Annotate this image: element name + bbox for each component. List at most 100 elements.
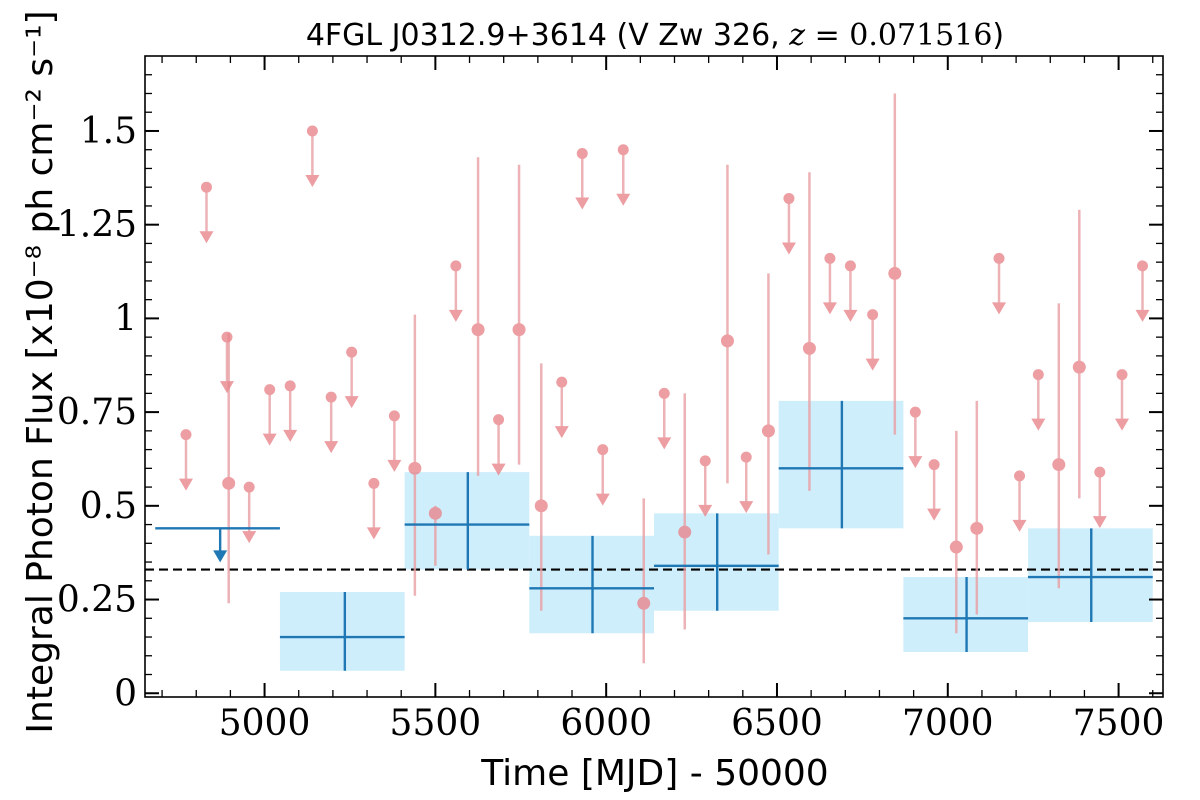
upper-limit-arrow <box>865 358 880 371</box>
long-bin-ul-arrow <box>213 550 228 563</box>
upper-limit-group <box>595 444 610 506</box>
long-bin <box>279 592 405 671</box>
upper-limit-point <box>1094 466 1106 478</box>
detection-point <box>1052 458 1066 472</box>
upper-limit-arrow <box>616 193 631 206</box>
detection-point <box>222 476 236 490</box>
detection-point <box>512 323 526 337</box>
upper-limit-point <box>844 260 856 272</box>
detection-point-group <box>408 314 422 596</box>
upper-limit-point <box>493 414 505 426</box>
upper-limit-arrow <box>344 396 359 409</box>
upper-limit-point <box>699 455 711 467</box>
upper-limit-arrow <box>1031 418 1046 431</box>
y-axis-label: Integral Photon Flux [x10⁻⁸ ph cm⁻² s⁻¹] <box>20 10 61 733</box>
upper-limit-group <box>843 260 858 322</box>
y-tick-label: 1 <box>114 298 137 339</box>
detection-point-group <box>678 393 692 630</box>
upper-limit-group <box>616 144 631 206</box>
upper-limit-point <box>306 125 318 137</box>
upper-limit-group <box>283 380 298 442</box>
upper-limit-point <box>368 477 380 489</box>
upper-limit-group <box>262 384 277 446</box>
upper-limit-arrow <box>657 437 672 450</box>
upper-limit-point <box>576 147 588 159</box>
upper-limit-point <box>909 406 921 418</box>
upper-limit-group <box>781 192 796 255</box>
detection-point <box>534 499 548 513</box>
upper-limit-group <box>178 429 193 491</box>
detection-point <box>949 540 963 554</box>
upper-limit-point <box>824 252 836 264</box>
upper-limit-arrow <box>927 508 942 521</box>
upper-limit-group <box>992 252 1007 315</box>
detection-point <box>802 341 816 355</box>
upper-limit-group <box>1031 369 1046 431</box>
upper-limit-group <box>739 451 754 514</box>
upper-limit-point <box>1014 470 1026 482</box>
detection-point <box>888 266 902 280</box>
x-tick-label: 7000 <box>902 703 994 744</box>
upper-limit-group <box>219 331 234 394</box>
upper-limit-arrow <box>554 426 569 439</box>
upper-limit-arrow <box>178 478 193 491</box>
detection-point <box>1072 360 1086 374</box>
chart-title: 4FGL J0312.9+3614 (V Zw 326, z = 0.07151… <box>306 18 1004 53</box>
upper-limit-group <box>657 387 672 450</box>
upper-limit-group <box>1012 470 1027 532</box>
upper-limit-group <box>575 147 590 210</box>
upper-limit-arrow <box>1012 519 1027 532</box>
axes: 5000 5500 6000 6500 7000 7500 0 0.25 0.5 0.75 1 1.2… <box>57 55 1165 744</box>
upper-limit-group <box>324 391 339 454</box>
detection-point-group <box>428 505 442 566</box>
upper-limit-point <box>993 252 1005 264</box>
upper-limit-group <box>865 309 880 371</box>
upper-limit-point <box>867 309 879 321</box>
upper-limit-group <box>1115 369 1130 431</box>
upper-limit-point <box>284 380 296 392</box>
detection-point-group <box>512 164 526 465</box>
upper-limit-point <box>740 451 752 463</box>
upper-limit-arrow <box>491 463 506 476</box>
long-bin <box>404 472 530 570</box>
upper-limit-arrow <box>1135 309 1150 322</box>
upper-limit-arrow <box>992 302 1007 315</box>
detection-point-group <box>720 164 734 484</box>
long-bin <box>1028 528 1153 623</box>
upper-limit-point <box>450 260 462 272</box>
upper-limit-point <box>617 144 629 156</box>
short-bin-series <box>178 93 1150 664</box>
y-tick-label: 0.75 <box>57 392 137 433</box>
upper-limit-group <box>366 477 381 540</box>
upper-limit-arrow <box>324 441 339 454</box>
x-axis-label: Time [MJD] - 50000 <box>480 753 828 794</box>
upper-limit-arrow <box>387 459 402 472</box>
detection-point-group <box>970 400 984 615</box>
upper-limit-group <box>387 410 402 472</box>
detection-point <box>970 521 984 535</box>
upper-limit-group <box>927 459 942 521</box>
upper-limit-point <box>928 459 940 471</box>
long-bin <box>155 527 280 563</box>
detection-point-group <box>949 430 963 634</box>
detection-point <box>471 323 485 337</box>
upper-limit-group <box>822 252 837 315</box>
detection-point <box>761 424 775 438</box>
upper-limit-group <box>344 346 359 409</box>
detection-point-group <box>222 333 236 604</box>
detection-point <box>637 596 651 610</box>
upper-limit-group <box>199 181 214 244</box>
upper-limit-arrow <box>739 501 754 514</box>
y-tick-label: 0.5 <box>80 486 137 527</box>
plot-frame <box>144 55 1164 698</box>
upper-limit-point <box>388 410 400 422</box>
x-tick-label: 7500 <box>1073 703 1165 744</box>
y-tick-label: 0.25 <box>57 580 137 621</box>
upper-limit-group <box>242 481 257 544</box>
upper-limit-arrow <box>1092 516 1107 529</box>
x-tick-label: 5500 <box>390 703 482 744</box>
upper-limit-point <box>221 331 233 343</box>
detection-point <box>408 461 422 475</box>
upper-limit-arrow <box>698 504 713 517</box>
